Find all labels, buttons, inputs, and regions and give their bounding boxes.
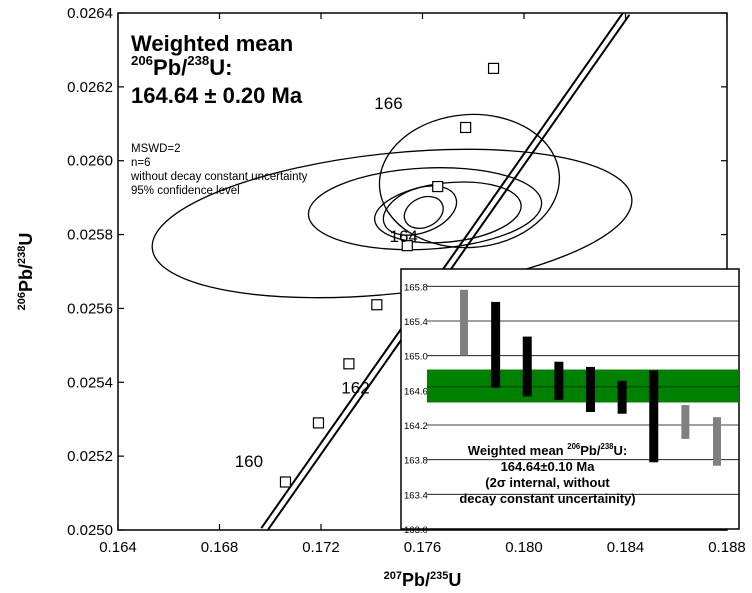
y-tick-label: 0.0262 (67, 79, 113, 96)
mean-band (427, 369, 739, 403)
concordia-marker (487, 62, 500, 74)
x-axis-label: 207Pb/235U (384, 570, 462, 590)
concordia-marker (312, 417, 325, 429)
inset-tick-label: 165.4 (404, 317, 428, 328)
error-ellipse (151, 148, 633, 299)
x-tick-label: 0.184 (607, 539, 645, 556)
title-line-2: 206Pb/238U: (131, 53, 233, 80)
error-bar (681, 405, 690, 439)
error-bar (713, 417, 721, 466)
age-label: 166 (374, 94, 402, 113)
error-ellipse (382, 185, 458, 236)
inset-note-1: (2σ internal, without (485, 475, 610, 490)
x-tick-label: 0.172 (302, 539, 340, 556)
concordia-marker (279, 476, 292, 488)
age-label: 164 (390, 227, 418, 246)
y-tick-label: 0.0252 (67, 448, 113, 465)
error-ellipse (373, 181, 522, 244)
error-ellipse (307, 167, 543, 251)
inset-tick-label: 165.0 (404, 352, 428, 363)
y-tick-label: 0.0254 (67, 374, 113, 391)
inset-tick-label: 163.0 (404, 525, 428, 536)
x-tick-label: 0.168 (201, 539, 239, 556)
age-label: 160 (235, 452, 263, 471)
y-tick-label: 0.0260 (67, 153, 113, 170)
error-bar (522, 336, 532, 397)
inset-tick-label: 163.8 (404, 456, 428, 467)
inset-annotation: Weighted mean 206Pb/238U: 164.64±0.10 Ma… (440, 443, 655, 507)
title-value: 164.64 ± 0.20 Ma (131, 83, 303, 108)
y-tick-label: 0.0258 (67, 227, 113, 244)
x-tick-label: 0.180 (505, 539, 543, 556)
y-tick-label: 0.0264 (67, 5, 113, 22)
error-bar (460, 289, 468, 356)
stats-text: MSWD=2 n=6 without decay constant uncert… (131, 142, 307, 198)
x-tick-label: 0.188 (708, 539, 746, 556)
age-label: 162 (341, 378, 369, 397)
inset-tick-label: 164.2 (404, 421, 428, 432)
x-tick-label: 0.176 (404, 539, 442, 556)
weighted-mean-title: Weighted mean 206Pb/238U: 164.64 ± 0.20 … (131, 32, 302, 108)
inset-value: 164.64±0.10 Ma (500, 459, 595, 474)
y-axis-label: 206Pb/238U (16, 233, 36, 311)
concordia-marker (401, 240, 413, 252)
inset-tick-label: 165.8 (404, 282, 428, 293)
note-uncertainty: without decay constant uncertainty (131, 171, 308, 183)
note-confidence: 95% confidence level (131, 185, 240, 197)
inset-note-2: decay constant uncertainity) (459, 491, 636, 506)
y-tick-label: 0.0256 (67, 300, 113, 317)
inset-tick-label: 164.6 (404, 386, 428, 397)
error-bar (649, 370, 659, 463)
x-tick-label: 0.164 (99, 539, 137, 556)
error-ellipse (378, 113, 561, 249)
error-bar (491, 301, 501, 388)
concordia-marker (371, 299, 383, 311)
inset-title: Weighted mean 206Pb/238U: (467, 442, 628, 458)
concordia-marker (460, 121, 472, 134)
title-line-1: Weighted mean (131, 31, 294, 56)
concordia-marker (432, 180, 444, 193)
error-bar (586, 366, 595, 412)
error-ellipse (403, 195, 444, 229)
y-tick-label: 0.0250 (67, 522, 113, 539)
n-text: n=6 (131, 157, 151, 169)
mswd-text: MSWD=2 (131, 143, 181, 155)
inset-tick-label: 163.4 (404, 490, 428, 501)
error-bar (554, 361, 564, 400)
error-bar (617, 380, 627, 414)
concordia-marker (343, 358, 355, 370)
